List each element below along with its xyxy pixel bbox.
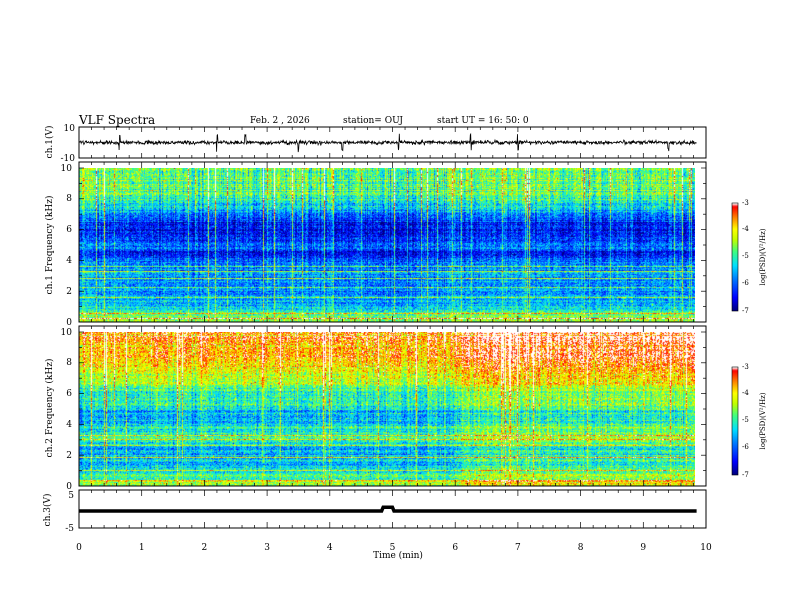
ch2-colorbar-label: log(PSD)(V²/Hz): [759, 392, 767, 449]
ch1-spectrogram-ylabel: ch.1 Frequency (kHz): [44, 196, 55, 295]
ch1-cb-tick-4: -4: [742, 225, 749, 233]
xtick-2: 2: [202, 543, 208, 553]
xtick-9: 9: [640, 543, 646, 553]
ch3-ytick-top: 5: [68, 491, 74, 501]
ch2-spectrogram-ylabel: ch.2 Frequency (kHz): [44, 359, 55, 458]
ch2-cb-tick-5: -5: [742, 416, 749, 424]
ch2-ytick-4: 4: [66, 420, 72, 430]
xtick-6: 6: [452, 543, 458, 553]
ch2-ytick-6: 6: [66, 389, 72, 399]
date-label: Feb. 2 , 2026: [250, 116, 310, 126]
ch1-ytick-6: 6: [66, 225, 72, 235]
xtick-0: 0: [76, 543, 82, 553]
ch2-ytick-10: 10: [61, 328, 73, 338]
figure-title: VLF Spectra: [78, 113, 155, 127]
xtick-8: 8: [578, 543, 584, 553]
ch2-ytick-2: 2: [66, 451, 72, 461]
ch1-spectrogram-panel: 0 2 4 6 8 10 ch.1 Frequency (kHz) -3 -4 …: [44, 161, 767, 328]
ch3-waveform-ticks: [78, 490, 707, 528]
ch2-cb-tick-6: -6: [742, 443, 749, 451]
ch2-ytick-0: 0: [66, 482, 72, 492]
ch1-cb-tick-5: -5: [742, 252, 749, 260]
ch1-waveform-trace: [78, 132, 697, 153]
xtick-4: 4: [327, 543, 333, 553]
ch2-ytick-8: 8: [66, 358, 72, 368]
ch2-colorbar-frame: [731, 366, 739, 476]
ch2-spectrogram-image: [79, 332, 695, 486]
ch1-cb-tick-3: -3: [742, 199, 749, 207]
time-axis-ticks: 0 1 2 3 4 5 6 7 8 9 10: [76, 543, 712, 553]
ch1-ytick-10: 10: [61, 164, 73, 174]
ch1-waveform-panel: 10 -10 ch.1(V): [44, 124, 707, 164]
ch1-ytick-bottom: -10: [61, 154, 76, 164]
ch2-colorbar: [732, 367, 738, 475]
ch1-colorbar-frame: [731, 202, 739, 312]
ch2-cb-tick-3: -3: [742, 363, 749, 371]
ch3-waveform-ylabel: ch.3(V): [42, 494, 53, 527]
time-axis-label: Time (min): [373, 550, 423, 561]
ch1-ytick-top: 10: [64, 124, 76, 134]
xtick-3: 3: [264, 543, 270, 553]
xtick-1: 1: [139, 543, 145, 553]
ch2-spectrogram-panel: 0 2 4 6 8 10 ch.2 Frequency (kHz) -3 -4 …: [44, 325, 767, 492]
ch1-frequency-ticks: 0 2 4 6 8 10: [61, 164, 73, 328]
ch1-ytick-4: 4: [66, 256, 72, 266]
xtick-7: 7: [515, 543, 521, 553]
ch2-spectrogram-ticks: [78, 326, 707, 487]
ch3-ytick-bottom: -5: [65, 524, 74, 534]
ch1-ytick-2: 2: [66, 287, 72, 297]
ch2-frequency-ticks: 0 2 4 6 8 10: [61, 328, 73, 492]
ch1-colorbar-label: log(PSD)(V²/Hz): [759, 228, 767, 285]
ch1-spectrogram-ticks: [78, 162, 707, 323]
xtick-5: 5: [390, 543, 396, 553]
ch3-waveform-panel: 5 -5 ch.3(V): [42, 489, 707, 534]
station-label: station= OUJ: [343, 116, 403, 126]
start-time-label: start UT = 16: 50: 0: [437, 116, 529, 126]
xtick-10: 10: [700, 543, 712, 553]
ch1-ytick-0: 0: [66, 318, 72, 328]
ch1-cb-tick-7: -7: [742, 307, 749, 315]
ch1-waveform-ylabel: ch.1(V): [44, 126, 55, 159]
ch1-cb-tick-6: -6: [742, 279, 749, 287]
ch2-cb-tick-4: -4: [742, 389, 749, 397]
ch1-ytick-8: 8: [66, 194, 72, 204]
ch2-cb-tick-7: -7: [742, 471, 749, 479]
ch3-waveform-trace: [79, 505, 697, 513]
ch1-spectrogram-image: [79, 168, 695, 322]
ch1-waveform-ticks: [78, 127, 707, 158]
ch1-colorbar: [732, 203, 738, 311]
